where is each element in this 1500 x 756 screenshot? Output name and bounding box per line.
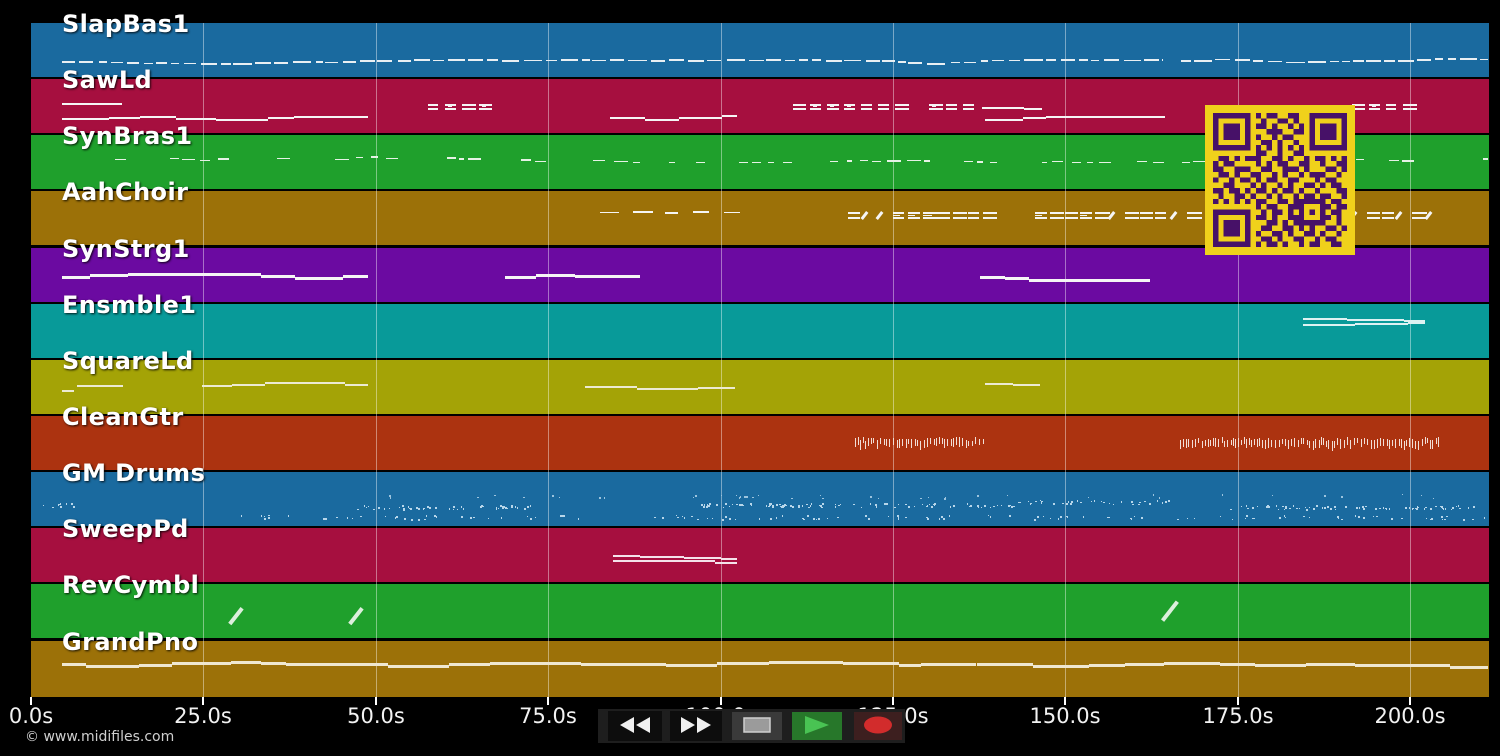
fast-forward-button[interactable] bbox=[670, 711, 722, 741]
axis-tick bbox=[375, 697, 377, 705]
track-label-aahchoir: AahChoir bbox=[62, 178, 189, 206]
gridline bbox=[1410, 23, 1411, 697]
track-label-ensmble1: Ensmble1 bbox=[62, 291, 197, 319]
gridline bbox=[1065, 23, 1066, 697]
track-label-squareld: SquareLd bbox=[62, 347, 194, 375]
rewind-icon bbox=[618, 716, 652, 737]
axis-tick-label: 175.0s bbox=[1202, 704, 1274, 728]
track-band-grandpno bbox=[31, 641, 1489, 697]
track-band-squareld bbox=[31, 360, 1489, 414]
track-label-synstrg1: SynStrg1 bbox=[62, 235, 190, 263]
gridline bbox=[893, 23, 894, 697]
play-button[interactable] bbox=[792, 712, 842, 740]
track-label-slapbas1: SlapBas1 bbox=[62, 10, 190, 38]
track-label-sawld: SawLd bbox=[62, 66, 153, 94]
axis-tick-label: 75.0s bbox=[519, 704, 577, 728]
gridline bbox=[376, 23, 377, 697]
axis-tick bbox=[1237, 697, 1239, 705]
fast-forward-icon bbox=[679, 716, 713, 737]
track-band-revcymbl bbox=[31, 584, 1489, 638]
gridline bbox=[548, 23, 549, 697]
track-band-gm-drums bbox=[31, 472, 1489, 526]
axis-tick-label: 25.0s bbox=[174, 704, 232, 728]
axis-tick bbox=[1064, 697, 1066, 705]
track-label-gm-drums: GM Drums bbox=[62, 459, 206, 487]
axis-tick bbox=[1409, 697, 1411, 705]
gridline bbox=[1238, 23, 1239, 697]
gridline bbox=[721, 23, 722, 697]
axis-tick-label: 150.0s bbox=[1029, 704, 1101, 728]
track-label-revcymbl: RevCymbl bbox=[62, 571, 200, 599]
track-label-grandpno: GrandPno bbox=[62, 628, 199, 656]
record-icon bbox=[862, 715, 894, 738]
gridline bbox=[203, 23, 204, 697]
track-label-sweeppd: SweepPd bbox=[62, 515, 189, 543]
rewind-button[interactable] bbox=[608, 711, 662, 741]
track-label-cleangtr: CleanGtr bbox=[62, 403, 184, 431]
record-button[interactable] bbox=[854, 712, 902, 740]
axis-tick-label: 200.0s bbox=[1374, 704, 1446, 728]
copyright-text: © www.midifiles.com bbox=[25, 729, 175, 745]
playback-controls bbox=[598, 709, 905, 743]
axis-tick bbox=[720, 697, 722, 705]
qr-code bbox=[1205, 105, 1355, 255]
axis-tick bbox=[547, 697, 549, 705]
axis-tick bbox=[30, 697, 32, 705]
axis-tick bbox=[202, 697, 204, 705]
stop-button[interactable] bbox=[732, 712, 782, 740]
stop-icon bbox=[742, 716, 772, 737]
play-icon bbox=[804, 715, 830, 738]
axis-tick bbox=[892, 697, 894, 705]
track-band-sweeppd bbox=[31, 528, 1489, 582]
axis-tick-label: 50.0s bbox=[347, 704, 405, 728]
axis-tick-label: 0.0s bbox=[8, 704, 54, 728]
track-band-slapbas1 bbox=[31, 23, 1489, 77]
track-label-synbras1: SynBras1 bbox=[62, 122, 193, 150]
track-band-ensmble1 bbox=[31, 304, 1489, 358]
